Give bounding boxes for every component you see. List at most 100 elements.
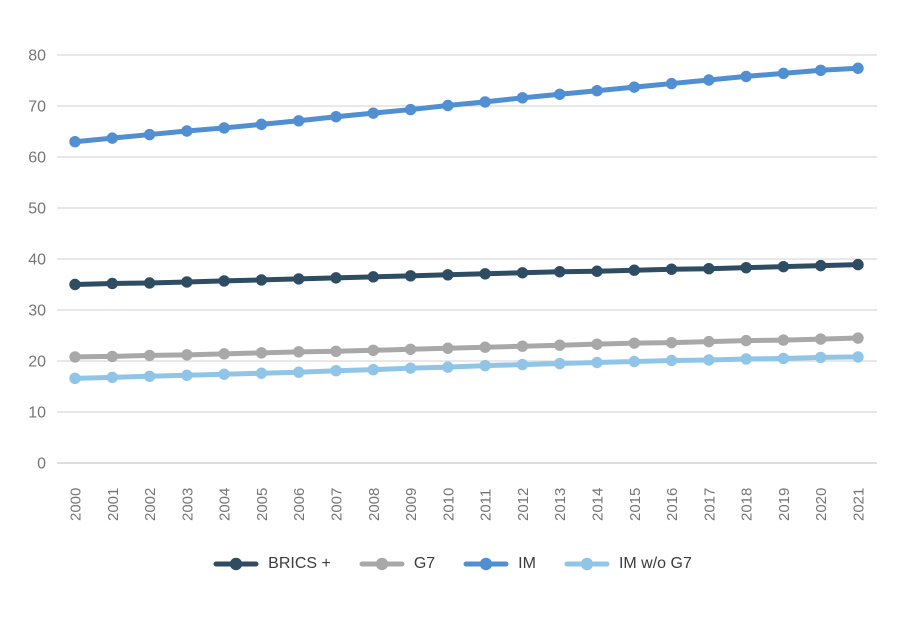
data-point-im-w-o-g7 <box>404 362 417 374</box>
data-point-im-w-o-g7 <box>628 355 640 368</box>
x-tick-label: 2013 <box>552 488 569 521</box>
x-tick-label: 2002 <box>142 488 159 521</box>
data-point-im <box>442 99 454 112</box>
legend-label: BRICS + <box>268 555 331 572</box>
series-line-im-w-o-g7 <box>72 354 861 381</box>
data-point-g7 <box>777 334 790 346</box>
data-point-im <box>554 88 566 100</box>
data-point-g7 <box>815 333 827 345</box>
x-tick-label: 2016 <box>664 488 681 521</box>
x-tick-label: 2015 <box>627 488 644 521</box>
data-point-g7 <box>442 342 454 354</box>
x-tick-label: 2006 <box>291 488 308 521</box>
data-point-im-w-o-g7 <box>143 370 156 382</box>
x-tick-label: 2005 <box>254 488 271 521</box>
data-point-brics <box>665 263 678 275</box>
x-tick-label: 2007 <box>329 488 346 521</box>
data-point-im <box>293 115 305 127</box>
data-point-im <box>777 67 790 80</box>
x-tick-label: 2017 <box>701 488 718 521</box>
y-tick-label: 30 <box>28 303 46 320</box>
x-tick-label: 2009 <box>403 488 420 521</box>
data-point-im <box>815 64 827 77</box>
x-tick-label: 2001 <box>105 488 122 521</box>
data-point-im <box>479 96 491 108</box>
data-point-im-w-o-g7 <box>293 366 305 378</box>
data-point-im-w-o-g7 <box>665 354 678 367</box>
legend-marker-icon <box>213 557 259 571</box>
data-point-im-w-o-g7 <box>516 358 529 371</box>
legend-label: IM w/o G7 <box>618 555 692 572</box>
data-point-im <box>665 77 678 90</box>
plot-area: 0 10 20 30 40 50 60 70 80 2000 2001 2002 2003 2004 200… <box>28 48 877 521</box>
data-point-brics <box>293 273 305 285</box>
x-tick-label: 2000 <box>68 488 85 521</box>
series-line-brics <box>72 262 861 287</box>
data-point-im <box>69 136 81 148</box>
data-point-g7 <box>143 349 156 362</box>
data-point-im-w-o-g7 <box>367 363 379 376</box>
data-point-im <box>404 103 417 116</box>
legend-label: IM <box>518 555 536 572</box>
data-point-g7 <box>106 350 118 363</box>
y-tick-label: 60 <box>28 150 46 167</box>
data-point-brics <box>516 267 529 279</box>
data-point-brics <box>330 272 342 284</box>
y-tick-label: 80 <box>28 48 46 65</box>
data-point-im <box>628 81 640 93</box>
x-tick-label: 2008 <box>366 488 383 521</box>
y-tick-label: 20 <box>28 354 46 371</box>
y-tick-label: 40 <box>28 252 46 269</box>
x-tick-label: 2004 <box>217 488 234 521</box>
data-point-brics <box>143 277 156 289</box>
x-tick-label: 2018 <box>739 488 756 521</box>
data-point-im <box>143 128 156 141</box>
legend: BRICS + G7 IM IM w/o G7 <box>0 555 905 573</box>
legend-item-im-w-o-g7: IM w/o G7 <box>564 555 692 573</box>
data-point-g7 <box>628 337 640 349</box>
data-point-im-w-o-g7 <box>815 351 827 364</box>
data-point-im <box>218 122 230 134</box>
data-point-g7 <box>404 343 417 355</box>
data-point-im-w-o-g7 <box>852 351 864 363</box>
data-point-brics <box>479 268 491 280</box>
x-tick-label: 2010 <box>440 488 457 521</box>
legend-marker-icon <box>564 557 610 571</box>
data-point-g7 <box>69 351 81 363</box>
data-point-brics <box>852 258 864 271</box>
y-tick-label: 50 <box>28 201 46 218</box>
data-point-g7 <box>852 332 864 344</box>
data-point-im-w-o-g7 <box>255 367 268 379</box>
data-point-im <box>106 132 118 144</box>
data-point-g7 <box>554 339 566 351</box>
data-point-g7 <box>591 338 603 350</box>
data-point-im-w-o-g7 <box>69 372 81 385</box>
data-point-brics <box>218 275 230 287</box>
y-tick-label: 10 <box>28 405 46 422</box>
x-tick-label: 2011 <box>478 489 495 521</box>
data-point-brics <box>106 277 118 290</box>
y-tick-label: 0 <box>37 456 46 473</box>
data-point-brics <box>554 266 566 278</box>
data-point-brics <box>442 269 454 281</box>
data-point-im <box>181 125 193 137</box>
data-point-im <box>591 85 603 97</box>
data-point-brics <box>69 278 81 291</box>
series-line-g7 <box>72 335 861 360</box>
data-point-im <box>740 70 752 83</box>
data-point-im <box>516 92 529 104</box>
x-tick-label: 2021 <box>851 488 868 521</box>
legend-item-g7: G7 <box>359 555 435 573</box>
data-point-im <box>330 111 342 123</box>
legend-label: G7 <box>413 555 436 572</box>
x-tick-label: 2019 <box>776 488 793 521</box>
data-point-im-w-o-g7 <box>330 364 342 377</box>
data-point-im-w-o-g7 <box>218 368 230 380</box>
data-point-g7 <box>255 347 268 359</box>
data-point-brics <box>255 274 268 286</box>
data-point-im-w-o-g7 <box>479 359 491 372</box>
data-point-g7 <box>367 344 379 356</box>
data-point-brics <box>591 265 603 277</box>
data-point-im-w-o-g7 <box>181 369 193 381</box>
x-tick-label: 2003 <box>179 488 196 521</box>
